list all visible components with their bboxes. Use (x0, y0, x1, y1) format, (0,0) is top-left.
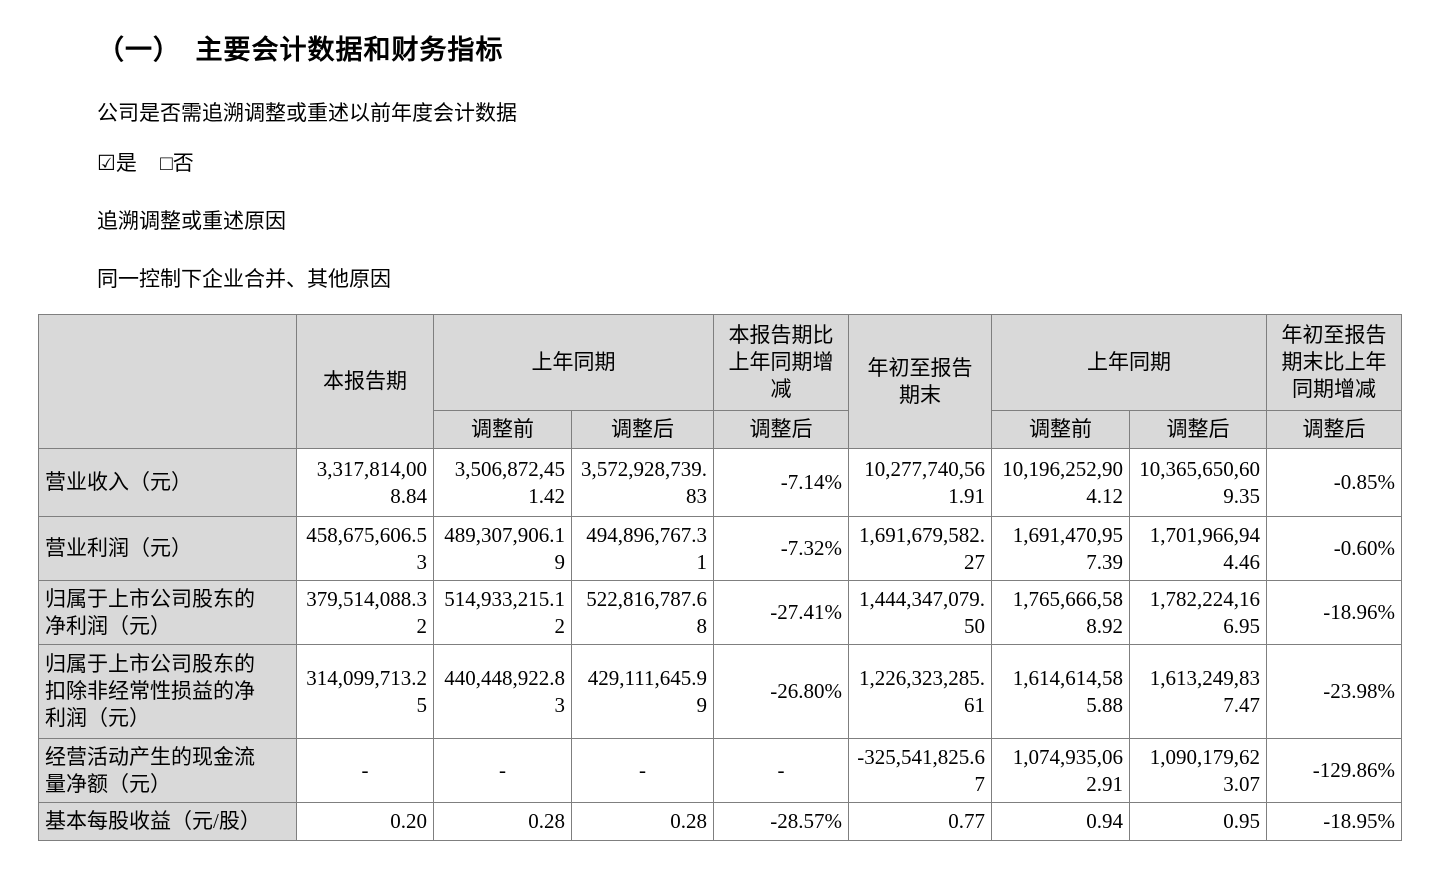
value-cell: 1,444,347,079.50 (848, 580, 992, 645)
value-cell: 379,514,088.32 (296, 580, 434, 645)
value-cell: 1,691,679,582.27 (848, 516, 992, 581)
value-cell: 1,701,966,944.46 (1129, 516, 1267, 581)
value-cell: - (433, 738, 572, 803)
value-cell: -129.86% (1266, 738, 1402, 803)
value-cell: 1,226,323,285.61 (848, 644, 992, 739)
value-cell: - (713, 738, 849, 803)
restate-reason-label: 追溯调整或重述原因 (97, 209, 286, 233)
value-cell: 3,317,814,008.84 (296, 448, 434, 517)
value-cell: -7.14% (713, 448, 849, 517)
value-cell: -0.60% (1266, 516, 1402, 581)
row-label: 经营活动产生的现金流量净额（元） (38, 738, 297, 803)
value-cell: 3,506,872,451.42 (433, 448, 572, 517)
col-header-ytd-change: 年初至报告期末比上年同期增减 (1266, 314, 1402, 411)
value-cell: - (571, 738, 714, 803)
col-header-period-change: 本报告期比上年同期增减 (713, 314, 849, 411)
table-row-net-profit-excl-nonrecurring: 归属于上市公司股东的扣除非经常性损益的净利润（元） 314,099,713.25… (38, 644, 1402, 739)
col-header-current-period: 本报告期 (296, 314, 434, 449)
value-cell: 514,933,215.12 (433, 580, 572, 645)
value-cell: 489,307,906.19 (433, 516, 572, 581)
table-row-net-profit: 归属于上市公司股东的净利润（元） 379,514,088.32 514,933,… (38, 580, 1402, 645)
value-cell: 1,090,179,623.07 (1129, 738, 1267, 803)
value-cell: 1,614,614,585.88 (991, 644, 1130, 739)
restate-question: 公司是否需追溯调整或重述以前年度会计数据 (97, 101, 517, 125)
value-cell: -28.57% (713, 802, 849, 841)
col-header-ytd-period-end: 年初至报告期末 (848, 314, 992, 449)
value-cell: 458,675,606.53 (296, 516, 434, 581)
value-cell: 522,816,787.68 (571, 580, 714, 645)
table-row-basic-eps: 基本每股收益（元/股） 0.20 0.28 0.28 -28.57% 0.77 … (38, 802, 1402, 841)
value-cell: -18.96% (1266, 580, 1402, 645)
value-cell: 0.28 (433, 802, 572, 841)
table-row-operating-profit: 营业利润（元） 458,675,606.53 489,307,906.19 49… (38, 516, 1402, 581)
restate-reason-detail: 同一控制下企业合并、其他原因 (97, 267, 391, 291)
row-label: 营业利润（元） (38, 516, 297, 581)
checkbox-line: ☑是 □否 (97, 149, 1440, 177)
row-label: 归属于上市公司股东的扣除非经常性损益的净利润（元） (38, 644, 297, 739)
section-title: （一） 主要会计数据和财务指标 (97, 35, 504, 65)
value-cell: 1,691,470,957.39 (991, 516, 1130, 581)
header-row-1: 本报告期 上年同期 本报告期比上年同期增减 年初至报告期末 上年同期 年初至报告… (38, 314, 1402, 449)
corner-cell (38, 314, 297, 449)
value-cell: 429,111,645.99 (571, 644, 714, 739)
subheader-before-adjust: 调整前 (991, 410, 1130, 449)
value-cell: 314,099,713.25 (296, 644, 434, 739)
value-cell: 1,782,224,166.95 (1129, 580, 1267, 645)
value-cell: 440,448,922.83 (433, 644, 572, 739)
subheader-after-adjust: 调整后 (713, 410, 849, 449)
value-cell: -27.41% (713, 580, 849, 645)
table-row-operating-cash-flow: 经营活动产生的现金流量净额（元） - - - - -325,541,825.67… (38, 738, 1402, 803)
row-label: 归属于上市公司股东的净利润（元） (38, 580, 297, 645)
yes-checkbox: ☑是 (97, 151, 137, 175)
value-cell: 10,277,740,561.91 (848, 448, 992, 517)
value-cell: 0.94 (991, 802, 1130, 841)
subheader-after-adjust: 调整后 (571, 410, 714, 449)
value-cell: -0.85% (1266, 448, 1402, 517)
value-cell: 1,765,666,588.92 (991, 580, 1130, 645)
value-cell: 1,613,249,837.47 (1129, 644, 1267, 739)
subheader-before-adjust: 调整前 (433, 410, 572, 449)
value-cell: 10,365,650,609.35 (1129, 448, 1267, 517)
no-checkbox: □否 (160, 151, 194, 175)
value-cell: 1,074,935,062.91 (991, 738, 1130, 803)
value-cell: 3,572,928,739.83 (571, 448, 714, 517)
value-cell: -7.32% (713, 516, 849, 581)
value-cell: 0.77 (848, 802, 992, 841)
value-cell: - (296, 738, 434, 803)
value-cell: 10,196,252,904.12 (991, 448, 1130, 517)
financial-indicators-table: 本报告期 上年同期 本报告期比上年同期增减 年初至报告期末 上年同期 年初至报告… (38, 314, 1402, 841)
row-label: 基本每股收益（元/股） (38, 802, 297, 841)
value-cell: 0.28 (571, 802, 714, 841)
table-row-revenue: 营业收入（元） 3,317,814,008.84 3,506,872,451.4… (38, 448, 1402, 517)
value-cell: 494,896,767.31 (571, 516, 714, 581)
subheader-after-adjust: 调整后 (1266, 410, 1402, 449)
col-header-prior-year-2: 上年同期 (991, 314, 1267, 411)
value-cell: -26.80% (713, 644, 849, 739)
value-cell: -23.98% (1266, 644, 1402, 739)
row-label: 营业收入（元） (38, 448, 297, 517)
header-row-2: 调整前 调整后 调整后 调整前 调整后 调整后 (39, 410, 1402, 449)
col-header-prior-year-1: 上年同期 (433, 314, 714, 411)
value-cell: -325,541,825.67 (848, 738, 992, 803)
subheader-after-adjust: 调整后 (1129, 410, 1267, 449)
value-cell: 0.95 (1129, 802, 1267, 841)
value-cell: -18.95% (1266, 802, 1402, 841)
value-cell: 0.20 (296, 802, 434, 841)
